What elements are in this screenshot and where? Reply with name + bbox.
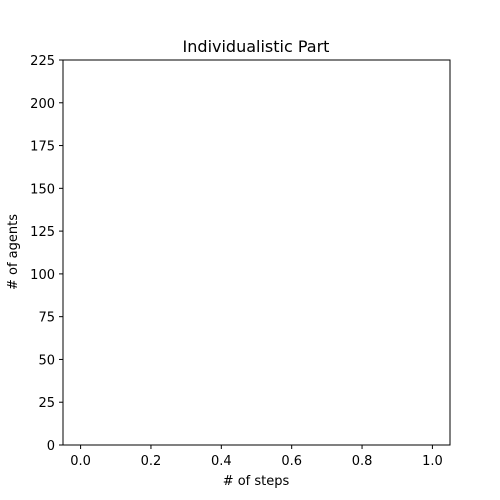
- y-tick-label: 25: [38, 396, 55, 411]
- y-tick-label: 225: [30, 54, 55, 69]
- x-tick-label: 0.2: [141, 454, 162, 469]
- plot-area-frame: [62, 59, 451, 446]
- chart-title: Individualistic Part: [183, 37, 330, 56]
- y-tick-label: 125: [30, 225, 55, 240]
- x-tick-label: 0.8: [352, 454, 373, 469]
- x-tick-label: 0.4: [211, 454, 232, 469]
- y-axis-label: # of agents: [6, 214, 21, 290]
- y-tick-label: 75: [38, 311, 55, 326]
- x-tick-label: 0.0: [70, 454, 91, 469]
- y-tick-label: 100: [30, 268, 55, 283]
- x-axis-ticks: 0.0 0.2 0.4 0.6 0.8 1.0: [70, 445, 443, 469]
- y-tick-label: 175: [30, 140, 55, 155]
- y-axis-ticks: 0 25 50 75 100 125 150 175 200 225: [30, 54, 63, 454]
- x-tick-label: 0.6: [281, 454, 302, 469]
- y-tick-label: 0: [47, 439, 55, 454]
- x-axis-label: # of steps: [223, 474, 290, 489]
- y-tick-label: 50: [38, 353, 55, 368]
- y-tick-label: 150: [30, 182, 55, 197]
- x-tick-label: 1.0: [422, 454, 443, 469]
- y-tick-label: 200: [30, 97, 55, 112]
